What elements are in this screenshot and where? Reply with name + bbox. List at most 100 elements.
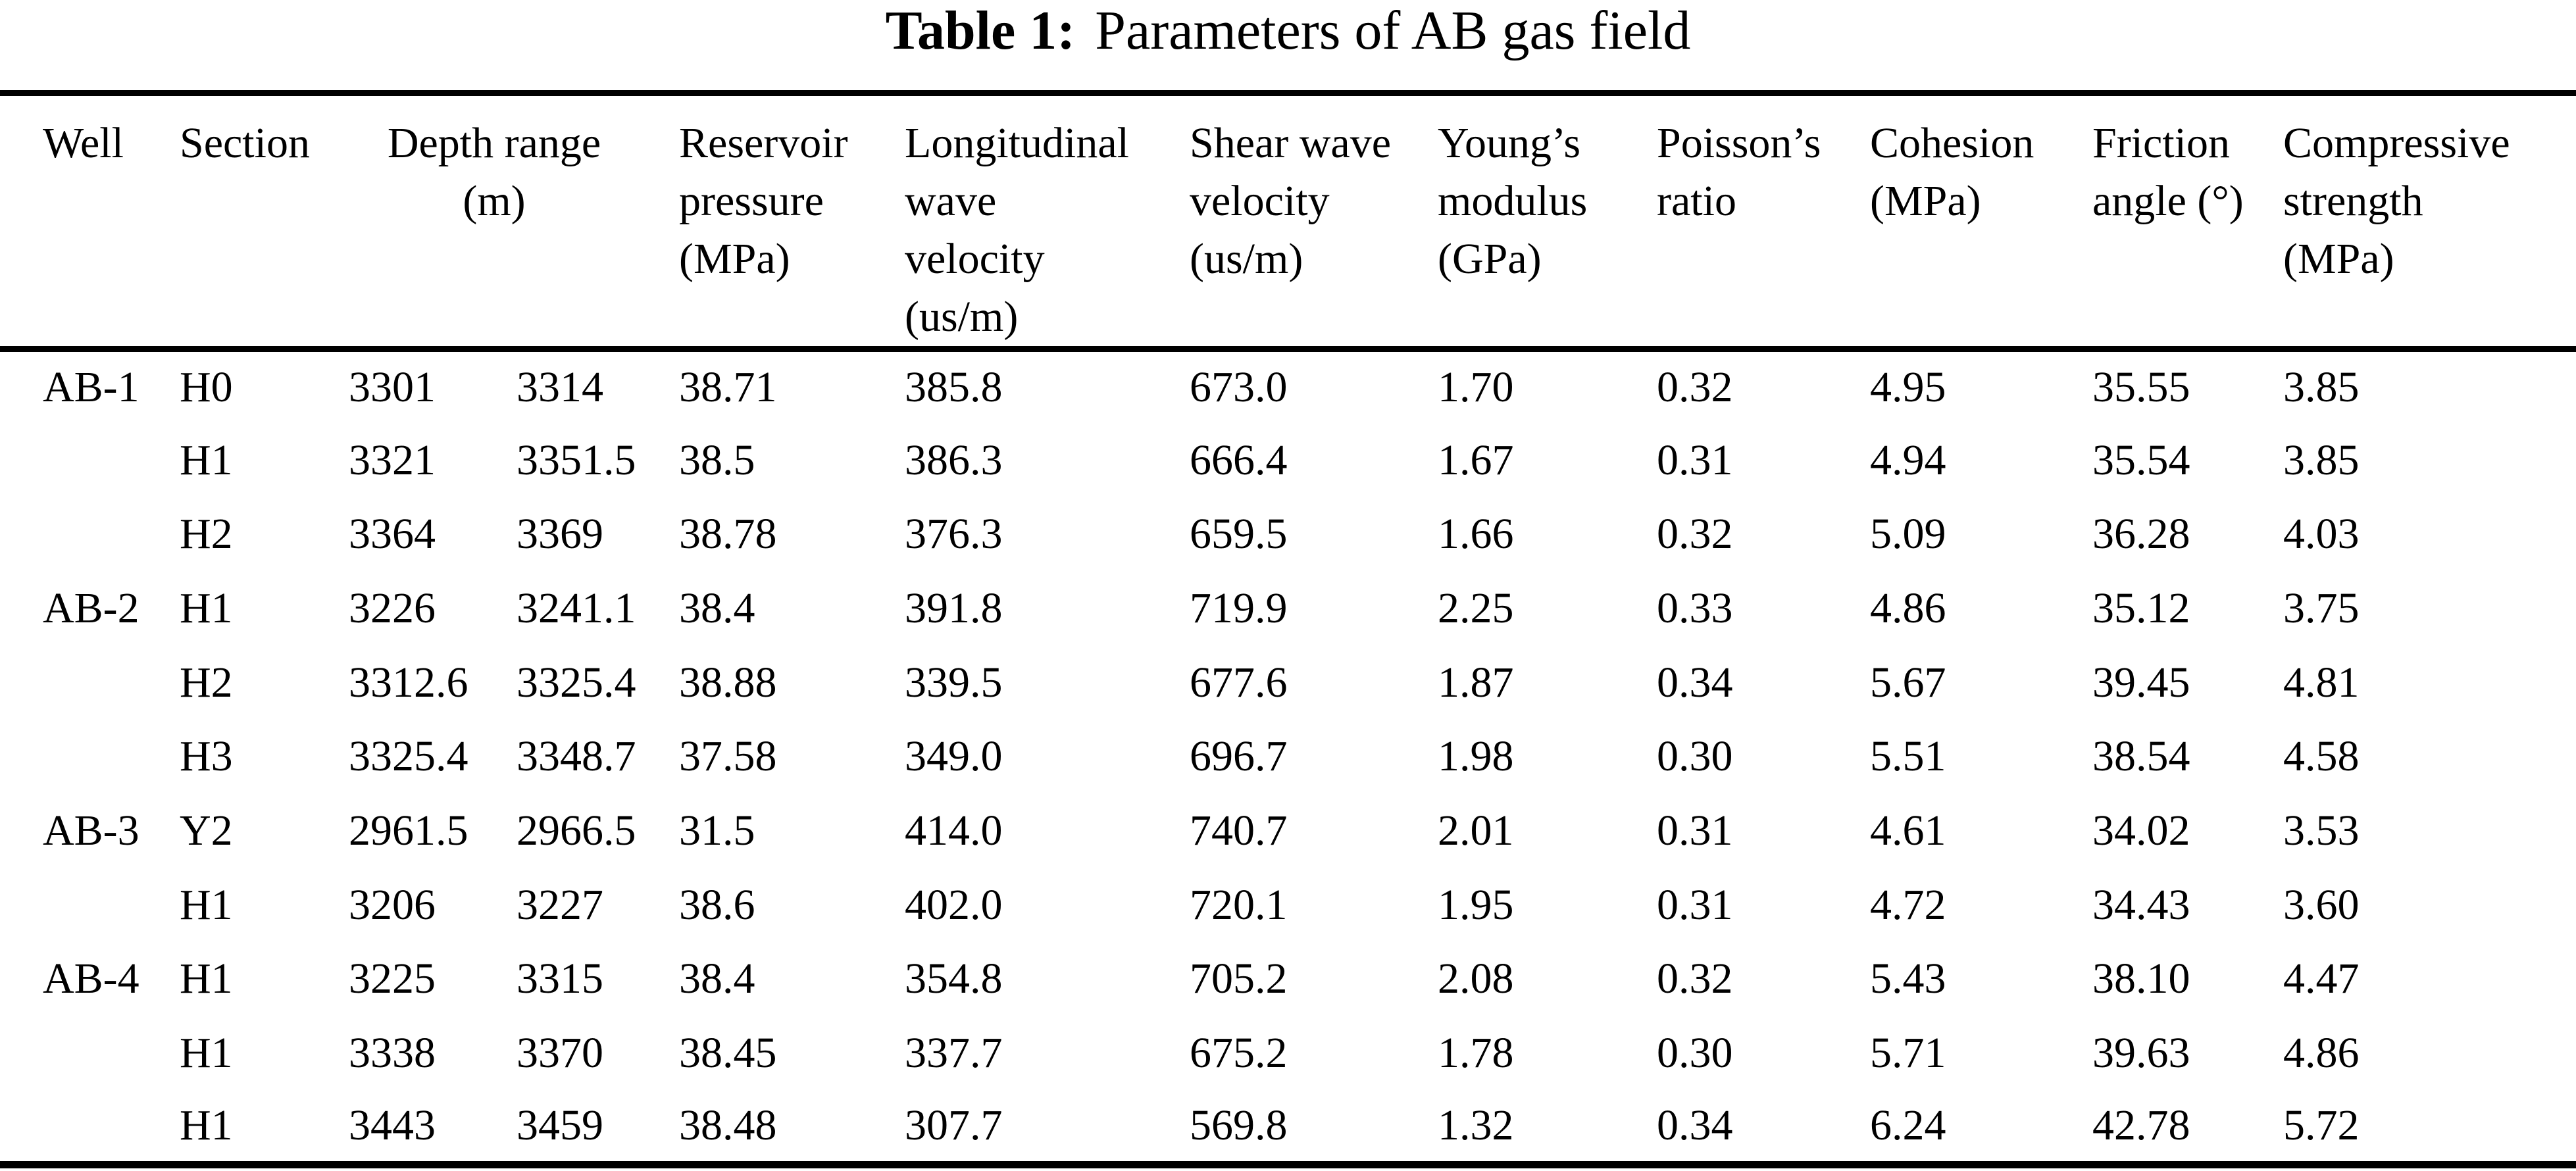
table-row: H1 3321 3351.5 38.5 386.3 666.4 1.67 0.31 4.94 35…: [0, 423, 2576, 497]
cell-section: Y2: [180, 806, 233, 855]
cell-well: [0, 1016, 180, 1091]
cell-cohesion: 4.94: [1870, 436, 1946, 484]
cell-compressive-strength: 4.58: [2283, 732, 2360, 781]
cell-pressure: 38.78: [679, 510, 777, 559]
cell-friction-angle: 35.54: [2092, 436, 2190, 484]
cell-s-wave-velocity: 569.8: [1190, 1101, 1288, 1149]
cell-p-wave-velocity: 386.3: [905, 436, 1003, 484]
cell-pressure: 38.48: [679, 1101, 777, 1149]
cell-depth-to: 3314: [517, 363, 603, 412]
cell-friction-angle: 38.54: [2092, 732, 2190, 781]
cell-friction-angle: 34.02: [2092, 806, 2190, 855]
cell-compressive-strength: 4.03: [2283, 510, 2360, 559]
cell-section: H1: [180, 1029, 233, 1078]
cell-well: [0, 1090, 180, 1164]
cell-depth-to: 3241.1: [517, 584, 636, 632]
cell-cohesion: 4.72: [1870, 880, 1946, 929]
cell-well: AB-2: [43, 584, 139, 632]
cell-compressive-strength: 3.75: [2283, 584, 2360, 632]
cell-youngs-modulus: 1.95: [1438, 880, 1514, 929]
col-header-shear-wave-velocity: Shear wave velocity (us/m): [1190, 93, 1438, 352]
cell-cohesion: 4.95: [1870, 363, 1946, 412]
cell-depth-to: 3325.4: [517, 658, 636, 707]
cell-friction-angle: 34.43: [2092, 880, 2190, 929]
cell-p-wave-velocity: 307.7: [905, 1101, 1003, 1149]
cell-well: [0, 497, 180, 572]
table-caption: Table 1: Parameters of AB gas field: [0, 0, 2576, 90]
col-header-friction-angle: Friction angle (°): [2092, 93, 2283, 352]
cell-s-wave-velocity: 696.7: [1190, 732, 1288, 781]
cell-s-wave-velocity: 673.0: [1190, 363, 1288, 412]
cell-poissons-ratio: 0.32: [1657, 510, 1733, 559]
cell-section: H2: [180, 510, 233, 559]
cell-well: [0, 868, 180, 942]
cell-depth-from: 3301: [349, 363, 436, 412]
col-header-cohesion: Cohesion (MPa): [1870, 93, 2092, 352]
cell-compressive-strength: 3.85: [2283, 436, 2360, 484]
col-header-depth-range: Depth range (m): [349, 93, 679, 352]
table-row: H1 3206 3227 38.6 402.0 720.1 1.95 0.31 4.72 34.4…: [0, 868, 2576, 942]
cell-depth-from: 3364: [349, 510, 436, 559]
cell-depth-to: 3315: [517, 955, 603, 1003]
cell-depth-from: 3338: [349, 1029, 436, 1078]
cell-poissons-ratio: 0.34: [1657, 658, 1733, 707]
parameters-table: Well Section Depth range (m) Reservoir p…: [0, 90, 2576, 1168]
cell-poissons-ratio: 0.31: [1657, 880, 1733, 929]
cell-s-wave-velocity: 675.2: [1190, 1029, 1288, 1078]
cell-well: [0, 645, 180, 720]
cell-depth-from: 3321: [349, 436, 436, 484]
cell-depth-to: 3348.7: [517, 732, 636, 781]
cell-section: H1: [180, 880, 233, 929]
table-row: H3 3325.4 3348.7 37.58 349.0 696.7 1.98 0.30 5.5…: [0, 720, 2576, 794]
cell-poissons-ratio: 0.31: [1657, 806, 1733, 855]
cell-friction-angle: 39.45: [2092, 658, 2190, 707]
table-row: AB-2 H1 3226 3241.1 38.4 391.8 719.9 2.25 0.33 4.…: [0, 572, 2576, 646]
cell-pressure: 38.71: [679, 363, 777, 412]
cell-section: H0: [180, 363, 233, 412]
cell-cohesion: 5.43: [1870, 955, 1946, 1003]
cell-compressive-strength: 3.53: [2283, 806, 2360, 855]
cell-p-wave-velocity: 402.0: [905, 880, 1003, 929]
cell-section: H1: [180, 436, 233, 484]
col-header-poissons-ratio: Poisson’s ratio: [1657, 93, 1870, 352]
cell-well: AB-4: [43, 955, 139, 1003]
table-caption-text: Parameters of AB gas field: [1095, 0, 1691, 61]
cell-pressure: 31.5: [679, 806, 755, 855]
cell-youngs-modulus: 1.32: [1438, 1101, 1514, 1149]
cell-s-wave-velocity: 720.1: [1190, 880, 1288, 929]
cell-p-wave-velocity: 339.5: [905, 658, 1003, 707]
cell-section: H1: [180, 584, 233, 632]
cell-depth-from: 3325.4: [349, 732, 468, 781]
cell-depth-from: 3226: [349, 584, 436, 632]
cell-section: H1: [180, 1101, 233, 1149]
cell-poissons-ratio: 0.34: [1657, 1101, 1733, 1149]
cell-section: H3: [180, 732, 233, 781]
cell-youngs-modulus: 2.01: [1438, 806, 1514, 855]
cell-p-wave-velocity: 349.0: [905, 732, 1003, 781]
cell-friction-angle: 36.28: [2092, 510, 2190, 559]
cell-poissons-ratio: 0.30: [1657, 732, 1733, 781]
cell-s-wave-velocity: 740.7: [1190, 806, 1288, 855]
col-header-compressive-strength: Compressive strength (MPa): [2283, 93, 2576, 352]
cell-youngs-modulus: 1.67: [1438, 436, 1514, 484]
cell-s-wave-velocity: 677.6: [1190, 658, 1288, 707]
cell-cohesion: 4.86: [1870, 584, 1946, 632]
cell-depth-from: 2961.5: [349, 806, 468, 855]
table-row: H2 3312.6 3325.4 38.88 339.5 677.6 1.87 0.34 5.6…: [0, 645, 2576, 720]
cell-cohesion: 5.09: [1870, 510, 1946, 559]
cell-cohesion: 4.61: [1870, 806, 1946, 855]
cell-depth-from: 3312.6: [349, 658, 468, 707]
col-header-youngs-modulus: Young’s modulus (GPa): [1438, 93, 1657, 352]
cell-cohesion: 6.24: [1870, 1101, 1946, 1149]
cell-section: H1: [180, 955, 233, 1003]
cell-compressive-strength: 3.60: [2283, 880, 2360, 929]
cell-youngs-modulus: 1.87: [1438, 658, 1514, 707]
table-row: H1 3443 3459 38.48 307.7 569.8 1.32 0.34 6.24 42.…: [0, 1090, 2576, 1164]
cell-pressure: 38.5: [679, 436, 755, 484]
cell-poissons-ratio: 0.33: [1657, 584, 1733, 632]
table-caption-label: Table 1:: [885, 0, 1076, 61]
table-body: AB-1 H0 3301 3314 38.71 385.8 673.0 1.70 0.32 4.9…: [0, 349, 2576, 1165]
cell-compressive-strength: 4.81: [2283, 658, 2360, 707]
cell-youngs-modulus: 2.08: [1438, 955, 1514, 1003]
cell-friction-angle: 42.78: [2092, 1101, 2190, 1149]
